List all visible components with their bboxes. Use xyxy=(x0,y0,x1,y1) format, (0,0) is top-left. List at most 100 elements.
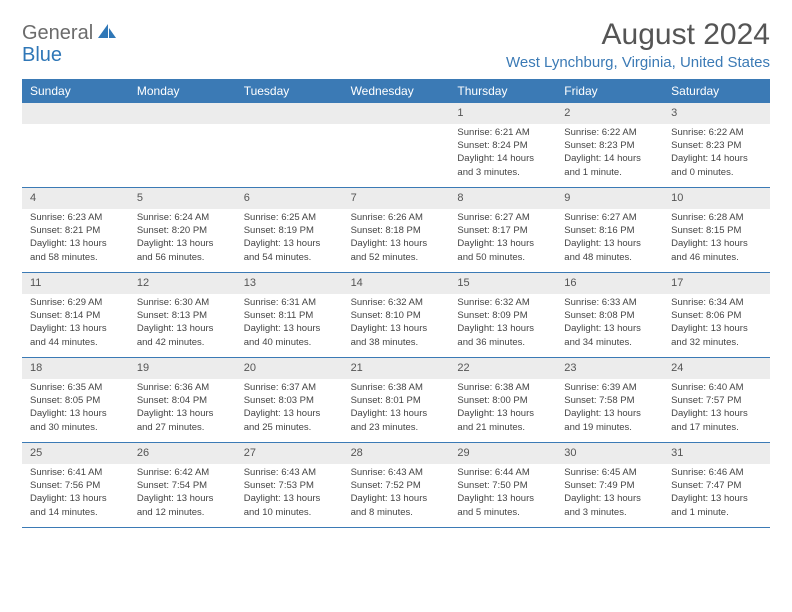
day-number: 23 xyxy=(556,358,663,379)
sunset-text: Sunset: 8:09 PM xyxy=(457,310,548,323)
calendar: SundayMondayTuesdayWednesdayThursdayFrid… xyxy=(22,79,770,528)
daylight2-text: and 50 minutes. xyxy=(457,252,548,265)
daylight1-text: Daylight: 13 hours xyxy=(137,493,228,506)
daylight2-text: and 12 minutes. xyxy=(137,507,228,520)
sunrise-text: Sunrise: 6:43 AM xyxy=(244,467,335,480)
day-info: Sunrise: 6:34 AMSunset: 8:06 PMDaylight:… xyxy=(663,297,770,350)
day-cell xyxy=(343,103,450,187)
sunrise-text: Sunrise: 6:26 AM xyxy=(351,212,442,225)
day-info: Sunrise: 6:43 AMSunset: 7:53 PMDaylight:… xyxy=(236,467,343,520)
sunset-text: Sunset: 8:16 PM xyxy=(564,225,655,238)
day-number: 9 xyxy=(556,188,663,209)
sunset-text: Sunset: 8:23 PM xyxy=(671,140,762,153)
daylight1-text: Daylight: 13 hours xyxy=(137,238,228,251)
sunset-text: Sunset: 8:05 PM xyxy=(30,395,121,408)
day-cell: 9 Sunrise: 6:27 AMSunset: 8:16 PMDaylight… xyxy=(556,188,663,272)
day-number: 8 xyxy=(449,188,556,209)
day-info: Sunrise: 6:38 AMSunset: 8:00 PMDaylight:… xyxy=(449,382,556,435)
sunset-text: Sunset: 8:24 PM xyxy=(457,140,548,153)
sunrise-text: Sunrise: 6:32 AM xyxy=(351,297,442,310)
sunset-text: Sunset: 7:49 PM xyxy=(564,480,655,493)
day-cell: 29Sunrise: 6:44 AMSunset: 7:50 PMDayligh… xyxy=(449,443,556,527)
daylight1-text: Daylight: 13 hours xyxy=(457,238,548,251)
day-info: Sunrise: 6:45 AMSunset: 7:49 PMDaylight:… xyxy=(556,467,663,520)
day-number: 3 xyxy=(663,103,770,124)
logo-text-general: General xyxy=(22,22,93,45)
day-number: 24 xyxy=(663,358,770,379)
week-row: 25Sunrise: 6:41 AMSunset: 7:56 PMDayligh… xyxy=(22,443,770,528)
day-cell: 21Sunrise: 6:38 AMSunset: 8:01 PMDayligh… xyxy=(343,358,450,442)
month-title: August 2024 xyxy=(506,18,770,52)
sunset-text: Sunset: 8:10 PM xyxy=(351,310,442,323)
day-cell: 14Sunrise: 6:32 AMSunset: 8:10 PMDayligh… xyxy=(343,273,450,357)
week-row: 1Sunrise: 6:21 AMSunset: 8:24 PMDaylight… xyxy=(22,103,770,188)
daylight2-text: and 54 minutes. xyxy=(244,252,335,265)
daylight2-text: and 19 minutes. xyxy=(564,422,655,435)
day-cell: 22 Sunrise: 6:38 AMSunset: 8:00 PMDayligh… xyxy=(449,358,556,442)
sunrise-text: Sunrise: 6:27 AM xyxy=(457,212,548,225)
daylight1-text: Daylight: 13 hours xyxy=(351,323,442,336)
dow-cell: Tuesday xyxy=(236,79,343,103)
day-info: Sunrise: 6:27 AMSunset: 8:16 PMDaylight:… xyxy=(556,212,663,265)
sunset-text: Sunset: 7:47 PM xyxy=(671,480,762,493)
daylight1-text: Daylight: 13 hours xyxy=(30,493,121,506)
day-cell: 4Sunrise: 6:23 AMSunset: 8:21 PMDaylight… xyxy=(22,188,129,272)
sunrise-text: Sunrise: 6:44 AM xyxy=(457,467,548,480)
sunset-text: Sunset: 8:08 PM xyxy=(564,310,655,323)
daylight2-text: and 5 minutes. xyxy=(457,507,548,520)
daylight1-text: Daylight: 14 hours xyxy=(564,153,655,166)
sunrise-text: Sunrise: 6:21 AM xyxy=(457,127,548,140)
sunrise-text: Sunrise: 6:25 AM xyxy=(244,212,335,225)
day-info: Sunrise: 6:42 AMSunset: 7:54 PMDaylight:… xyxy=(129,467,236,520)
sunset-text: Sunset: 8:17 PM xyxy=(457,225,548,238)
logo: General xyxy=(22,18,119,45)
sunrise-text: Sunrise: 6:29 AM xyxy=(30,297,121,310)
day-info: Sunrise: 6:37 AMSunset: 8:03 PMDaylight:… xyxy=(236,382,343,435)
week-row: 4Sunrise: 6:23 AMSunset: 8:21 PMDaylight… xyxy=(22,188,770,273)
day-info: Sunrise: 6:41 AMSunset: 7:56 PMDaylight:… xyxy=(22,467,129,520)
daylight2-text: and 0 minutes. xyxy=(671,167,762,180)
daylight1-text: Daylight: 13 hours xyxy=(671,408,762,421)
day-cell: 19Sunrise: 6:36 AMSunset: 8:04 PMDayligh… xyxy=(129,358,236,442)
day-cell: 28Sunrise: 6:43 AMSunset: 7:52 PMDayligh… xyxy=(343,443,450,527)
dow-cell: Monday xyxy=(129,79,236,103)
daylight1-text: Daylight: 13 hours xyxy=(671,493,762,506)
sunrise-text: Sunrise: 6:36 AM xyxy=(137,382,228,395)
sunset-text: Sunset: 7:54 PM xyxy=(137,480,228,493)
sunrise-text: Sunrise: 6:24 AM xyxy=(137,212,228,225)
sunset-text: Sunset: 8:14 PM xyxy=(30,310,121,323)
day-cell: 13Sunrise: 6:31 AMSunset: 8:11 PMDayligh… xyxy=(236,273,343,357)
day-number: 17 xyxy=(663,273,770,294)
day-info: Sunrise: 6:25 AMSunset: 8:19 PMDaylight:… xyxy=(236,212,343,265)
day-number: 22 xyxy=(449,358,556,379)
sunset-text: Sunset: 7:56 PM xyxy=(30,480,121,493)
day-info: Sunrise: 6:29 AMSunset: 8:14 PMDaylight:… xyxy=(22,297,129,350)
daylight1-text: Daylight: 13 hours xyxy=(457,408,548,421)
sunset-text: Sunset: 8:03 PM xyxy=(244,395,335,408)
day-info: Sunrise: 6:31 AMSunset: 8:11 PMDaylight:… xyxy=(236,297,343,350)
day-info: Sunrise: 6:30 AMSunset: 8:13 PMDaylight:… xyxy=(129,297,236,350)
sunrise-text: Sunrise: 6:27 AM xyxy=(564,212,655,225)
day-cell: 17 Sunrise: 6:34 AMSunset: 8:06 PMDayligh… xyxy=(663,273,770,357)
sunrise-text: Sunrise: 6:30 AM xyxy=(137,297,228,310)
daylight2-text: and 21 minutes. xyxy=(457,422,548,435)
sunrise-text: Sunrise: 6:34 AM xyxy=(671,297,762,310)
day-cell: 15Sunrise: 6:32 AMSunset: 8:09 PMDayligh… xyxy=(449,273,556,357)
day-cell: 7Sunrise: 6:26 AMSunset: 8:18 PMDaylight… xyxy=(343,188,450,272)
sunset-text: Sunset: 8:04 PM xyxy=(137,395,228,408)
sunrise-text: Sunrise: 6:33 AM xyxy=(564,297,655,310)
day-number: 30 xyxy=(556,443,663,464)
daylight1-text: Daylight: 13 hours xyxy=(457,323,548,336)
sunset-text: Sunset: 7:57 PM xyxy=(671,395,762,408)
day-number: 6 xyxy=(236,188,343,209)
daylight1-text: Daylight: 13 hours xyxy=(457,493,548,506)
day-number: 29 xyxy=(449,443,556,464)
daylight2-text: and 48 minutes. xyxy=(564,252,655,265)
daylight1-text: Daylight: 13 hours xyxy=(137,408,228,421)
day-info: Sunrise: 6:22 AMSunset: 8:23 PMDaylight:… xyxy=(556,127,663,180)
daylight2-text: and 17 minutes. xyxy=(671,422,762,435)
day-cell: 26Sunrise: 6:42 AMSunset: 7:54 PMDayligh… xyxy=(129,443,236,527)
day-cell: 30 Sunrise: 6:45 AMSunset: 7:49 PMDayligh… xyxy=(556,443,663,527)
sunset-text: Sunset: 7:58 PM xyxy=(564,395,655,408)
daylight1-text: Daylight: 13 hours xyxy=(244,323,335,336)
